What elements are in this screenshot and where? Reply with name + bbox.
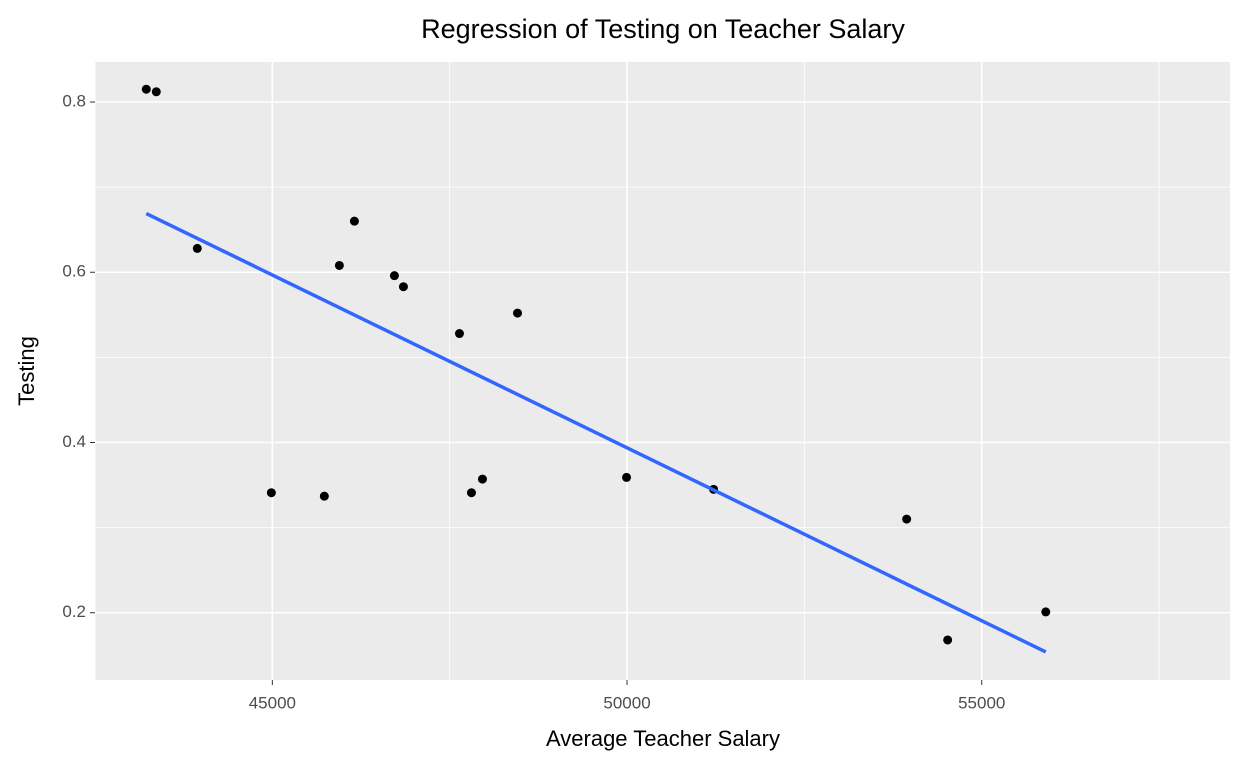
point xyxy=(334,260,344,270)
point xyxy=(319,491,329,501)
y-tick-label: 0.4 xyxy=(62,432,86,451)
point xyxy=(1041,607,1051,617)
point xyxy=(902,514,912,524)
x-tick-label: 55000 xyxy=(958,693,1005,712)
x-tick-label: 50000 xyxy=(603,693,650,712)
point xyxy=(943,635,953,645)
point xyxy=(141,84,151,94)
chart-title: Regression of Testing on Teacher Salary xyxy=(421,14,905,44)
y-tick-label: 0.8 xyxy=(62,91,86,110)
point xyxy=(477,474,487,484)
y-tick-label: 0.2 xyxy=(62,602,86,621)
point xyxy=(398,282,408,292)
x-axis-title: Average Teacher Salary xyxy=(546,726,780,751)
point xyxy=(151,87,161,97)
point xyxy=(513,308,523,318)
point xyxy=(349,216,359,226)
point xyxy=(266,488,276,498)
y-tick-label: 0.6 xyxy=(62,262,86,281)
point xyxy=(389,271,399,281)
panel xyxy=(95,62,1230,680)
x-tick-label: 45000 xyxy=(249,693,296,712)
point xyxy=(454,329,464,339)
y-axis-title: Testing xyxy=(14,336,39,406)
point xyxy=(466,488,476,498)
point xyxy=(622,472,632,482)
point xyxy=(192,243,202,253)
regression-line xyxy=(145,211,1047,654)
